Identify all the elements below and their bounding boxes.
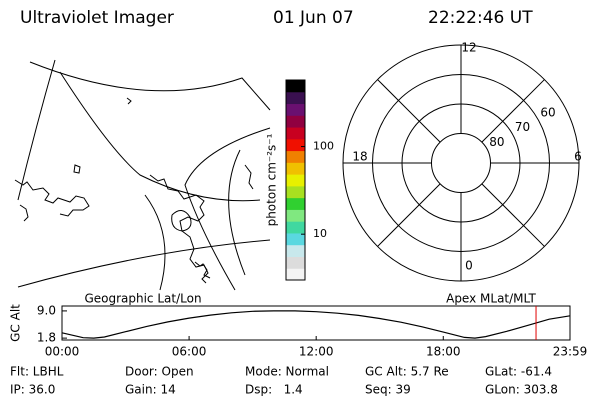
latitude-circle <box>431 133 491 193</box>
map-title: Geographic Lat/Lon <box>84 292 201 306</box>
map-boundary <box>29 61 271 111</box>
color-band <box>286 209 305 222</box>
status-field: IP: 36.0 <box>10 383 55 397</box>
y-tick-label: 100 <box>313 140 334 153</box>
status-field: GLon: 303.8 <box>485 383 558 397</box>
latitude-line <box>59 71 261 202</box>
color-band <box>286 244 305 257</box>
status-field: Seq: 39 <box>365 383 411 397</box>
color-band <box>286 221 305 234</box>
colorbar-frame <box>285 79 306 281</box>
color-band <box>286 268 305 281</box>
y-tick-label: 9.0 <box>37 303 56 317</box>
color-band <box>286 185 305 199</box>
x-tick-label: 06:00 <box>172 345 207 359</box>
status-field: GLat: -61.4 <box>485 365 552 379</box>
color-band <box>286 127 305 140</box>
coastline <box>14 179 90 217</box>
time: 22:22:46 UT <box>428 8 533 28</box>
latitude-circle <box>401 103 521 223</box>
longitude-line <box>228 149 246 276</box>
color-band <box>286 232 305 246</box>
mlt-label: 0 <box>465 259 473 273</box>
coastline <box>19 204 29 222</box>
latitude-label: 60 <box>540 105 555 119</box>
spoke <box>481 79 545 143</box>
mlt-label: 6 <box>574 150 582 164</box>
latitude-circle <box>372 74 550 252</box>
color-band <box>286 91 305 105</box>
color-band <box>286 80 305 93</box>
x-tick-label: 18:00 <box>426 345 461 359</box>
latitude-label: 80 <box>489 135 504 149</box>
y-axis-label: GC Alt <box>9 304 23 342</box>
spoke <box>377 79 441 143</box>
spoke <box>377 183 441 247</box>
color-band <box>286 138 305 152</box>
color-band <box>286 174 305 187</box>
mlt-label: 18 <box>352 150 367 164</box>
outer-circle <box>342 44 580 282</box>
coastline <box>244 164 254 190</box>
longitude-line <box>144 194 166 291</box>
x-tick-label: 12:00 <box>299 345 334 359</box>
color-band <box>286 256 305 269</box>
instrument-title: Ultraviolet Imager <box>20 8 174 28</box>
coastline <box>73 164 81 174</box>
color-band <box>286 103 305 116</box>
color-band <box>286 197 305 210</box>
y-axis-label: photon cm⁻²s⁻¹ <box>265 133 279 226</box>
color-band <box>286 150 305 163</box>
y-tick-label: 10 <box>313 227 327 240</box>
longitude-line <box>184 127 271 291</box>
status-field: GC Alt: 5.7 Re <box>365 365 449 379</box>
latitude-label: 70 <box>515 120 530 134</box>
color-band <box>286 115 305 128</box>
status-field: Dsp: 1.4 <box>245 383 303 397</box>
x-tick-label: 00:00 <box>45 345 80 359</box>
altitude-line <box>61 310 571 339</box>
spoke <box>481 183 545 247</box>
x-tick-label: 23:59 <box>553 345 588 359</box>
color-band <box>286 162 305 175</box>
status-field: Door: Open <box>125 365 194 379</box>
coastline <box>171 210 192 232</box>
latitude-line <box>17 239 271 288</box>
status-field: Gain: 14 <box>125 383 176 397</box>
coastline <box>194 261 211 279</box>
status-field: Flt: LBHL <box>10 365 64 379</box>
status-field: Mode: Normal <box>245 365 329 379</box>
y-tick-label: 1.8 <box>37 331 56 345</box>
polar-title: Apex MLat/MLT <box>446 292 536 306</box>
geographic-map <box>14 59 271 291</box>
mlt-label: 12 <box>461 41 476 55</box>
coastline <box>126 97 132 105</box>
date: 01 Jun 07 <box>273 8 354 28</box>
